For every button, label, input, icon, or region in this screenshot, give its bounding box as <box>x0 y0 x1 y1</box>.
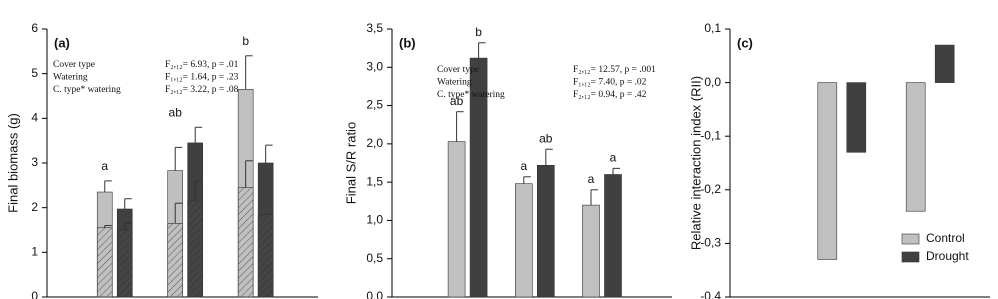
y-tick-label: -0,3 <box>700 236 721 250</box>
y-tick-label: 5 <box>31 66 38 80</box>
inner-bar <box>116 229 133 298</box>
stat-label: C. type* watering <box>53 85 121 95</box>
bar <box>447 141 466 298</box>
y-tick-label: 6 <box>31 21 38 35</box>
y-tick-label: 1,0 <box>366 213 383 227</box>
bar <box>905 82 926 212</box>
stat-label: Watering <box>53 73 88 83</box>
bar <box>514 183 533 298</box>
bar <box>934 44 955 83</box>
y-axis-label: Final S/R ratio <box>343 122 358 204</box>
y-tick-label: 0,1 <box>704 21 721 35</box>
legend-label: Control <box>926 231 965 245</box>
y-tick-label: 0 <box>31 289 38 299</box>
stat-value: F₂,₁₂= 0.94, p = .42 <box>573 90 647 100</box>
y-tick-label: -0,2 <box>700 182 721 196</box>
y-tick-label: 3 <box>31 155 38 169</box>
legend-swatch <box>901 233 920 245</box>
stat-value: F₁,₁₂= 1.64, p = .23 <box>165 73 239 83</box>
y-tick-label: 1,5 <box>366 174 383 188</box>
significance-letter: ab <box>539 131 553 145</box>
y-tick-label: 1 <box>31 245 38 259</box>
y-tick-label: 4 <box>31 111 38 125</box>
stat-value: F₂,₁₂= 6.93, p = .01 <box>165 60 239 70</box>
stat-value: F₂,₁₂= 12.57, p = .001 <box>573 65 656 75</box>
significance-letter: a <box>101 159 108 173</box>
significance-letter: b <box>475 25 482 39</box>
bar <box>536 164 555 298</box>
inner-bar <box>96 227 113 298</box>
stat-label: C. type* watering <box>437 90 505 100</box>
y-tick-label: 0,5 <box>366 251 383 265</box>
significance-letter: a <box>610 151 617 165</box>
y-tick-label: 3,5 <box>366 21 383 35</box>
y-axis-label: Relative interaction index (RII) <box>688 76 703 250</box>
stat-label: Cover type <box>437 65 479 75</box>
stat-label: Cover type <box>53 60 95 70</box>
stat-label: Watering <box>437 78 472 88</box>
bar <box>604 174 622 298</box>
y-tick-label: 0,0 <box>704 75 721 89</box>
legend-swatch <box>901 251 920 263</box>
y-tick-label: 2,0 <box>366 136 383 150</box>
bar <box>817 82 838 260</box>
stat-value: F₂,₁₂= 3.22, p = .08 <box>165 85 239 95</box>
y-axis-label: Final biomass (g) <box>5 113 20 213</box>
significance-letter: ab <box>169 105 183 119</box>
significance-letter: a <box>588 172 595 186</box>
chart-title: (b) <box>399 35 416 50</box>
bar <box>582 204 600 298</box>
inner-bar <box>167 223 184 298</box>
bar <box>846 82 867 153</box>
stat-value: F₁,₁₂= 7.40, p = .02 <box>573 78 647 88</box>
y-tick-label: 2,5 <box>366 98 383 112</box>
y-tick-label: -0,1 <box>700 128 721 142</box>
significance-letter: b <box>242 34 249 48</box>
y-tick-label: -0,4 <box>700 289 721 299</box>
inner-bar <box>257 214 274 298</box>
y-tick-label: 0,0 <box>366 289 383 299</box>
y-tick-label: 2 <box>31 200 38 214</box>
y-tick-label: 3,0 <box>366 59 383 73</box>
significance-letter: ab <box>450 94 464 108</box>
inner-bar <box>237 187 254 298</box>
significance-letter: a <box>520 159 527 173</box>
legend-label: Drought <box>926 249 969 263</box>
chart-title: (a) <box>54 35 70 50</box>
chart-title: (c) <box>737 35 753 50</box>
inner-bar <box>187 200 204 298</box>
